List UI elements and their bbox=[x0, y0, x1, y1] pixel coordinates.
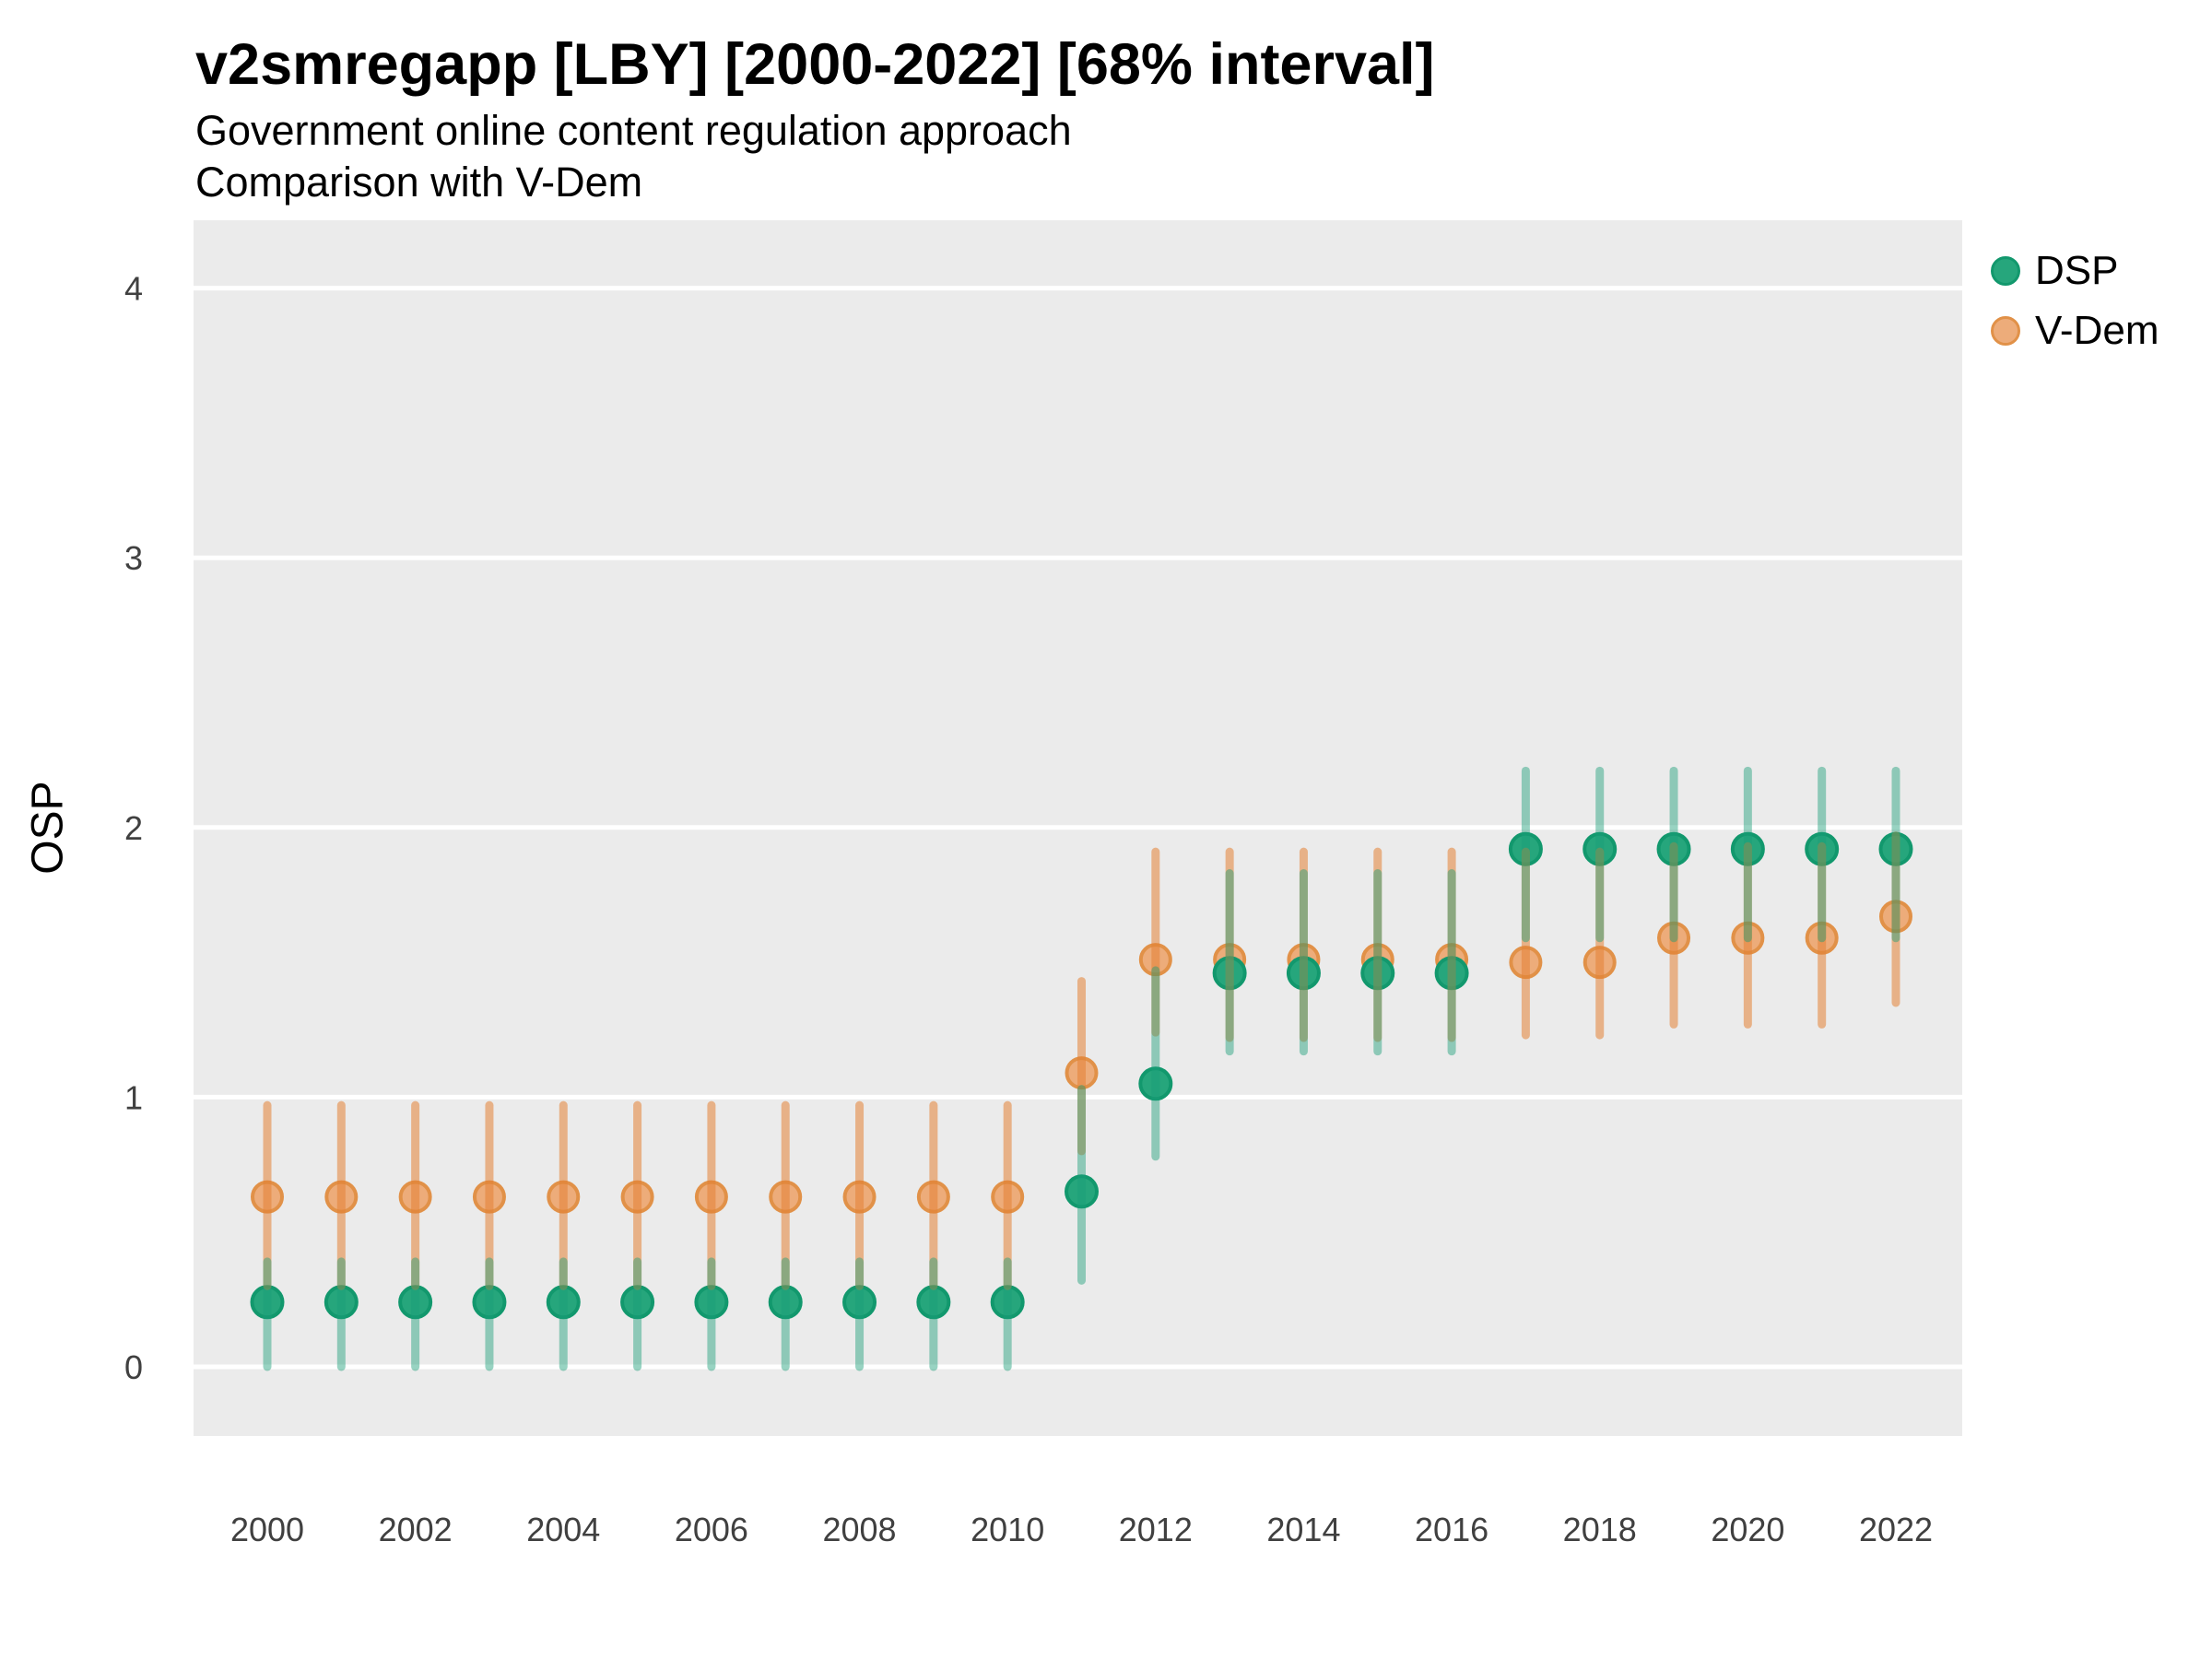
chart-subtitle-line1: Government online content regulation app… bbox=[195, 107, 1072, 154]
x-tick-label: 2006 bbox=[675, 1511, 748, 1548]
x-tick-label: 2016 bbox=[1415, 1511, 1488, 1548]
y-tick-label: 4 bbox=[124, 270, 143, 308]
x-tick-label: 2012 bbox=[1119, 1511, 1193, 1548]
x-tick-label: 2010 bbox=[971, 1511, 1044, 1548]
dsp-legend-label: DSP bbox=[2035, 248, 2119, 293]
dsp-point-2012 bbox=[1138, 1066, 1173, 1101]
chart-subtitle-line2: Comparison with V-Dem bbox=[195, 159, 643, 206]
x-tick-label: 2020 bbox=[1711, 1511, 1784, 1548]
y-tick-label: 0 bbox=[124, 1348, 143, 1386]
dsp-point-2011 bbox=[1064, 1174, 1099, 1209]
y-axis-title: OSP bbox=[23, 781, 73, 875]
dsp-legend-marker-icon bbox=[1991, 256, 2020, 286]
chart-title: v2smregapp [LBY] [2000-2022] [68% interv… bbox=[195, 32, 1435, 97]
legend-item-dsp: DSP bbox=[1991, 247, 2159, 295]
x-tick-label: 2004 bbox=[526, 1511, 600, 1548]
x-tick-label: 2008 bbox=[822, 1511, 896, 1548]
x-tick-label: 2000 bbox=[230, 1511, 304, 1548]
x-tick-label: 2002 bbox=[379, 1511, 453, 1548]
legend-item-vdem: V-Dem bbox=[1991, 307, 2159, 355]
y-tick-label: 3 bbox=[124, 539, 143, 577]
x-tick-label: 2022 bbox=[1859, 1511, 1933, 1548]
y-tick-label: 2 bbox=[124, 809, 143, 847]
x-tick-label: 2014 bbox=[1266, 1511, 1340, 1548]
x-tick-label: 2018 bbox=[1563, 1511, 1637, 1548]
vdem-legend-label: V-Dem bbox=[2035, 308, 2159, 353]
y-tick-label: 1 bbox=[124, 1078, 143, 1116]
vdem-legend-marker-icon bbox=[1991, 316, 2020, 346]
legend: DSP V-Dem bbox=[1991, 247, 2159, 355]
